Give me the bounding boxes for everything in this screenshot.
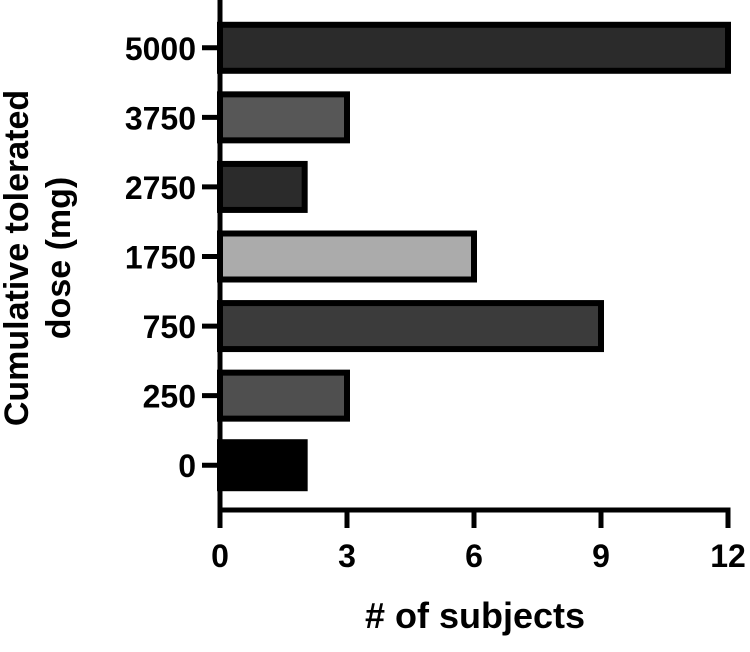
y-axis-label-group: Cumulative tolerated dose (mg) [0,90,78,426]
bar [217,300,604,353]
y-axis-label: Cumulative tolerated dose (mg) [0,90,78,426]
x-axis-label: # of subjects [365,595,585,636]
bar [217,91,350,144]
y-tick-label: 1750 [125,240,196,276]
y-tick-label: 2750 [125,170,196,206]
y-tick-label: 250 [143,379,196,415]
bar [217,21,731,74]
y-tick-label: 3750 [125,100,196,136]
bar [217,160,308,213]
bar [217,230,477,283]
x-tick-label: 3 [338,538,356,574]
bar [217,369,350,422]
y-tick-label: 0 [178,448,196,484]
x-tick-label: 0 [211,538,229,574]
x-tick-label: 12 [710,538,746,574]
y-tick-label: 5000 [125,31,196,67]
x-tick-label: 6 [465,538,483,574]
x-tick-label: 9 [592,538,610,574]
bar [217,439,308,492]
y-tick-label: 750 [143,309,196,345]
